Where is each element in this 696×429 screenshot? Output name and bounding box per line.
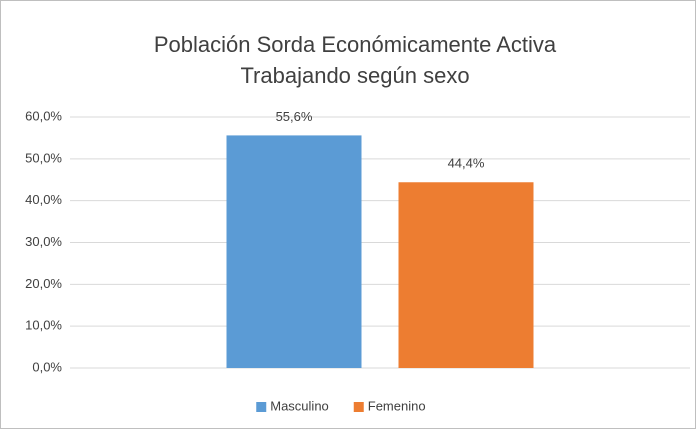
y-tick-label: 10,0% bbox=[25, 318, 62, 333]
chart-title: Trabajando según sexo bbox=[240, 63, 469, 88]
legend-swatch bbox=[256, 402, 267, 412]
legend-label: Femenino bbox=[368, 398, 426, 413]
y-tick-label: 30,0% bbox=[25, 234, 62, 249]
bar bbox=[226, 135, 362, 368]
y-tick-label: 50,0% bbox=[25, 150, 62, 165]
data-label: 44,4% bbox=[448, 156, 485, 171]
y-tick-label: 20,0% bbox=[25, 276, 62, 291]
chart-title: Población Sorda Económicamente Activa bbox=[154, 32, 557, 57]
y-tick-label: 40,0% bbox=[25, 192, 62, 207]
data-label: 55,6% bbox=[276, 109, 313, 124]
y-tick-label: 60,0% bbox=[25, 108, 62, 123]
bar bbox=[398, 182, 534, 368]
y-tick-label: 0,0% bbox=[32, 359, 62, 374]
legend-swatch bbox=[353, 402, 364, 412]
legend-label: Masculino bbox=[270, 398, 329, 413]
